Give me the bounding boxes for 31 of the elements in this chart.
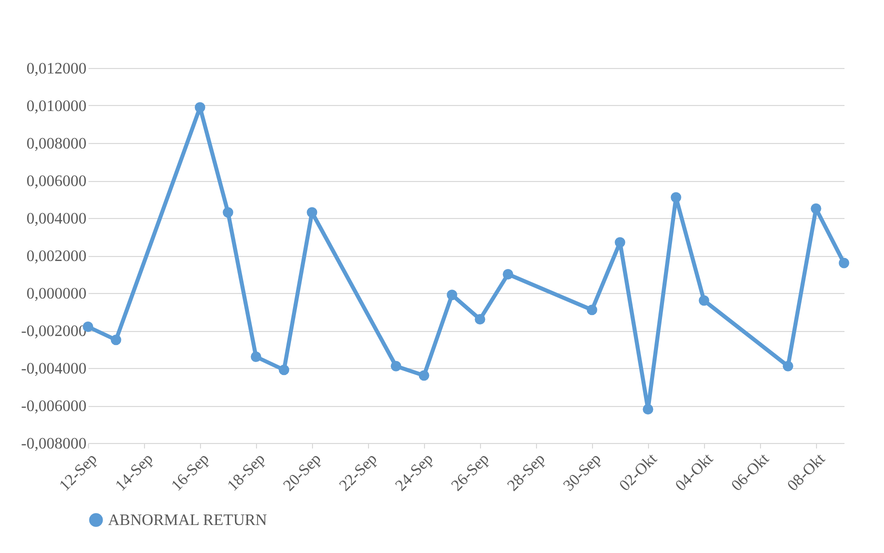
point xyxy=(810,203,822,214)
point xyxy=(306,207,318,218)
point xyxy=(390,360,402,372)
y-tick-label: 0,002000 xyxy=(26,248,86,265)
point xyxy=(502,269,514,280)
y-tick-label: -0,006000 xyxy=(21,398,86,415)
point xyxy=(642,404,654,414)
point xyxy=(418,370,430,381)
point xyxy=(474,314,486,324)
y-tick-label: -0,002000 xyxy=(21,323,86,340)
point xyxy=(446,290,458,300)
y-tick-label: 0,008000 xyxy=(26,136,86,152)
y-tick-label: 0,000000 xyxy=(26,286,86,302)
point xyxy=(838,258,850,268)
y-tick-label: -0,004000 xyxy=(21,360,86,378)
y-tick-label: 0,004000 xyxy=(26,210,86,228)
point xyxy=(614,237,626,248)
point xyxy=(586,304,598,316)
point xyxy=(782,360,794,372)
point xyxy=(222,207,234,218)
point xyxy=(698,295,710,306)
point xyxy=(110,334,122,346)
y-tick-label: -0,008000 xyxy=(21,436,86,452)
point xyxy=(278,364,290,376)
point xyxy=(670,192,682,203)
point xyxy=(250,352,262,362)
y-tick-label: 0,010000 xyxy=(26,98,86,115)
y-tick-label: 0,006000 xyxy=(26,173,86,190)
y-tick-label: 0,012000 xyxy=(26,60,86,78)
legend-label: ABNORMAL RETURN xyxy=(108,512,268,529)
point xyxy=(194,102,206,113)
